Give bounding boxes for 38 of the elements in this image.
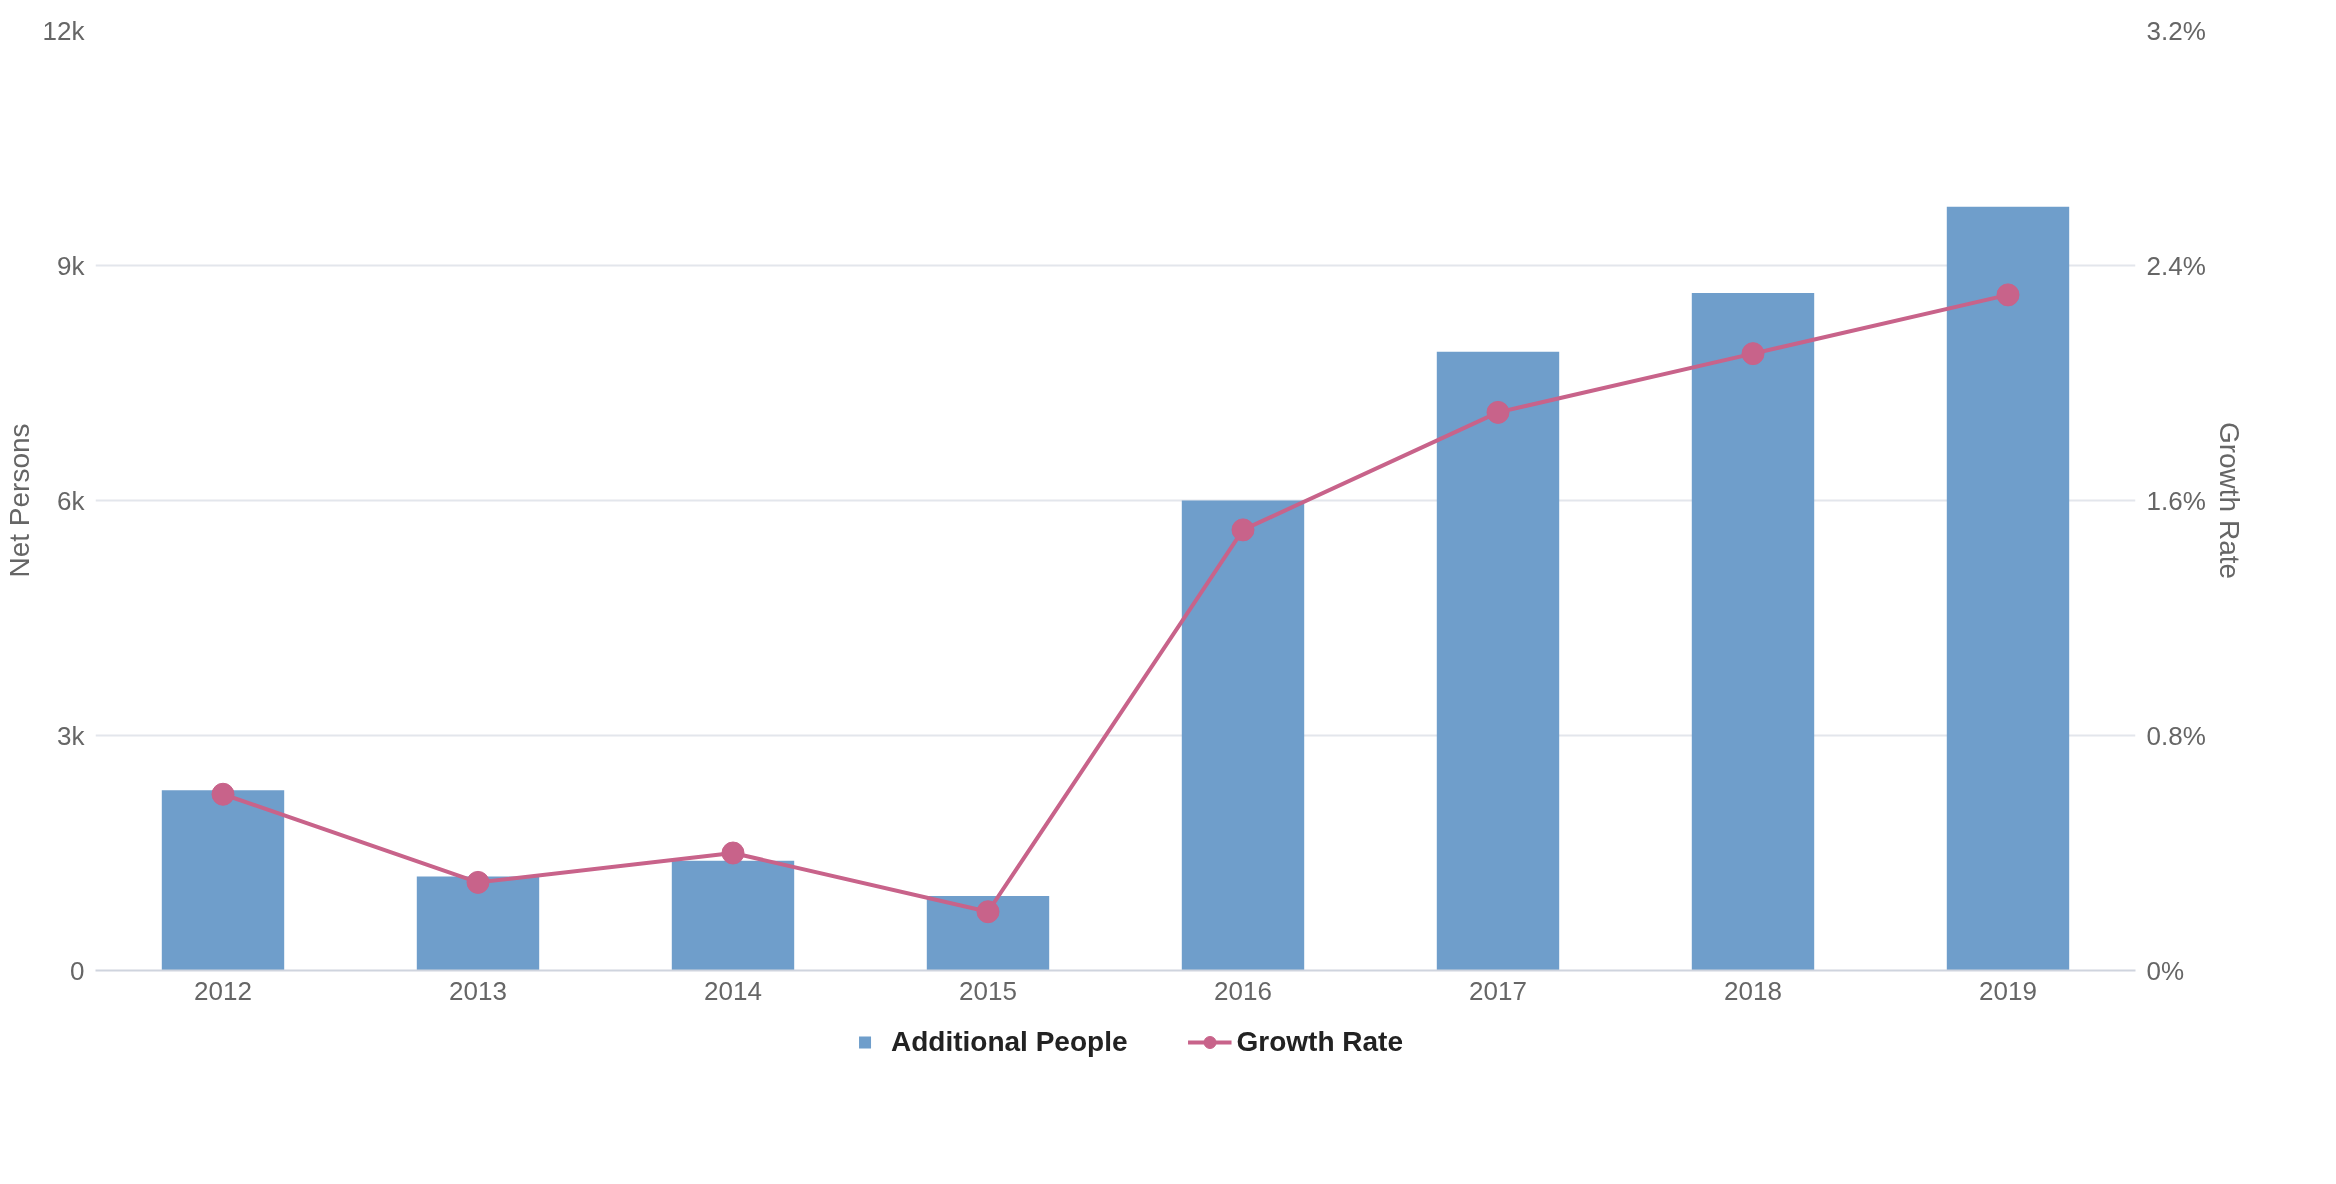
y2-tick-label: 3.2% [2146,15,2206,46]
point [466,870,490,894]
bar [1436,351,1560,971]
legend-label: Growth Rate [1236,1026,1403,1058]
y-tick-label: 9k [57,250,86,281]
y2-axis-title: Growth Rate [2213,421,2245,580]
x-tick-label: 2017 [1469,975,1527,1006]
y2-tick-label: 2.4% [2146,250,2206,281]
bar [926,896,1050,971]
point [721,841,745,865]
x-tick-label: 2019 [1979,975,2037,1006]
bar [1691,292,1815,971]
y-axis-title: Net Persons [3,423,35,578]
x-tick-label: 2012 [194,975,252,1006]
legend-label: Additional People [891,1026,1128,1058]
y2-tick-label: 0.8% [2146,720,2206,751]
bar [1181,500,1305,971]
bar [416,876,540,971]
point [976,900,1000,924]
y2-tick-label: 1.6% [2146,485,2206,516]
y-tick-label: 12k [42,15,86,46]
point [1231,518,1255,542]
x-tick-label: 2015 [959,975,1017,1006]
y-tick-label: 3k [57,720,86,751]
y2-tick-label: 0% [2146,955,2185,986]
bar [671,860,795,971]
y-tick-label: 0 [70,955,85,986]
x-tick-label: 2014 [704,975,762,1006]
point [1486,400,1510,424]
point [1996,283,2020,307]
x-tick-label: 2018 [1724,975,1782,1006]
bar [1946,206,2070,971]
x-tick-label: 2013 [449,975,507,1006]
bar [161,790,285,971]
point [1741,342,1765,366]
y-tick-label: 6k [57,485,86,516]
x-tick-label: 2016 [1214,975,1272,1006]
point [211,782,235,806]
